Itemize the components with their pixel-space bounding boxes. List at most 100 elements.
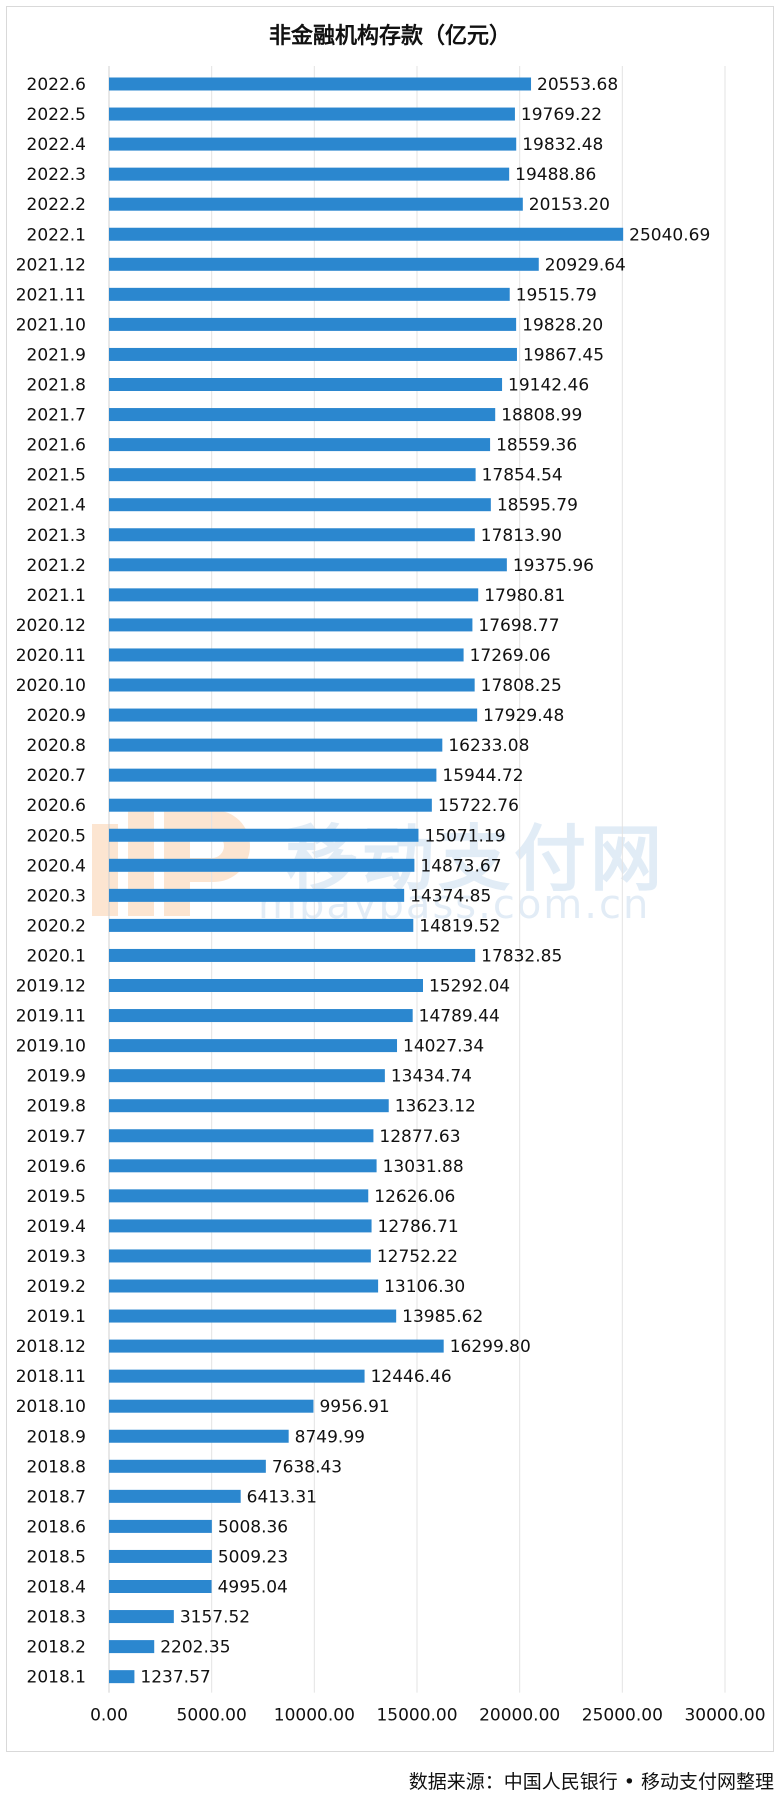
bar [109, 378, 503, 391]
category-label: 2021.9 [27, 345, 86, 365]
bar [109, 167, 510, 181]
category-label: 2020.7 [27, 766, 86, 786]
value-label: 17813.90 [481, 526, 562, 546]
source-note: 数据来源：中国人民银行 • 移动支付网整理 [408, 1771, 774, 1793]
value-label: 18559.36 [496, 436, 577, 456]
category-label: 2018.7 [27, 1487, 86, 1507]
value-label: 13106.30 [384, 1277, 465, 1297]
value-label: 14789.44 [419, 1007, 500, 1027]
value-label: 14819.52 [419, 916, 500, 936]
x-tick-label: 10000.00 [274, 1706, 355, 1726]
category-label: 2021.1 [27, 586, 86, 606]
value-label: 6413.31 [247, 1487, 317, 1507]
value-label: 7638.43 [272, 1457, 342, 1477]
category-label: 2019.1 [27, 1307, 86, 1327]
bar [109, 1219, 372, 1233]
category-label: 2022.6 [27, 75, 86, 95]
bar [109, 1369, 365, 1383]
bar [109, 1339, 444, 1353]
category-label: 2019.10 [16, 1037, 86, 1057]
bar [109, 948, 476, 962]
bar [109, 588, 479, 602]
bar [109, 1670, 135, 1684]
category-label: 2020.10 [16, 676, 86, 696]
category-label: 2019.7 [27, 1127, 86, 1147]
value-label: 12877.63 [379, 1127, 460, 1147]
category-label: 2018.2 [27, 1638, 86, 1658]
bar [109, 798, 432, 812]
category-label: 2021.10 [16, 315, 86, 335]
x-tick-label: 20000.00 [479, 1706, 560, 1726]
value-label: 19488.86 [515, 165, 596, 185]
value-label: 17854.54 [482, 466, 563, 486]
bar [109, 107, 515, 121]
bar [109, 1309, 397, 1323]
category-label: 2022.5 [27, 105, 86, 125]
bar [109, 197, 523, 211]
category-label: 2018.6 [27, 1517, 86, 1537]
value-label: 13985.62 [402, 1307, 483, 1327]
category-label: 2018.9 [27, 1427, 86, 1447]
bar [109, 1580, 212, 1593]
category-label: 2018.11 [16, 1367, 86, 1387]
value-label: 19515.79 [516, 285, 597, 305]
bar [109, 1009, 413, 1023]
value-label: 14374.85 [410, 886, 491, 906]
category-label: 2020.2 [27, 916, 86, 936]
bar [109, 1429, 289, 1443]
category-label: 2021.7 [27, 406, 86, 426]
value-label: 20553.68 [537, 75, 618, 95]
value-label: 15944.72 [442, 766, 523, 786]
value-label: 19769.22 [521, 105, 602, 125]
value-label: 19375.96 [513, 556, 594, 576]
bar [109, 137, 517, 151]
bars [109, 77, 624, 1684]
value-label: 1237.57 [140, 1668, 210, 1688]
category-labels: 2022.6 2022.5 2022.4 2022.3 2022.2 2022.1 2021… [16, 75, 86, 1688]
bar [109, 257, 539, 271]
category-label: 2021.8 [27, 376, 86, 396]
bar [109, 1640, 155, 1654]
bar [109, 558, 507, 572]
bar [109, 979, 423, 992]
chart-frame [6, 6, 774, 1752]
category-label: 2022.1 [27, 225, 86, 245]
category-label: 2020.3 [27, 886, 86, 906]
value-label: 19832.48 [522, 135, 603, 155]
bar [109, 768, 437, 782]
category-label: 2018.4 [27, 1578, 86, 1598]
value-label: 19828.20 [522, 315, 603, 335]
category-label: 2020.12 [16, 616, 86, 636]
category-label: 2019.3 [27, 1247, 86, 1267]
category-label: 2018.8 [27, 1457, 86, 1477]
bar [109, 738, 443, 752]
bar [109, 1610, 174, 1624]
value-label: 17808.25 [481, 676, 562, 696]
value-label: 12752.22 [377, 1247, 458, 1267]
bar [109, 648, 464, 662]
chart-title: 非金融机构存款（亿元） [268, 24, 511, 49]
value-label: 13031.88 [383, 1157, 464, 1177]
bar [109, 498, 491, 512]
value-label: 13623.12 [395, 1097, 476, 1117]
bar [109, 1129, 374, 1143]
category-label: 2018.10 [16, 1397, 86, 1417]
category-label: 2021.6 [27, 436, 86, 456]
bar [109, 408, 496, 422]
bar [109, 1069, 385, 1083]
bar [109, 77, 532, 91]
value-label: 5008.36 [218, 1517, 288, 1537]
value-label: 18808.99 [501, 406, 582, 426]
value-label: 9956.91 [319, 1397, 389, 1417]
bar [109, 468, 476, 482]
category-label: 2021.3 [27, 526, 86, 546]
bar [109, 1159, 377, 1173]
value-label: 17980.81 [484, 586, 565, 606]
bar [109, 528, 475, 542]
category-label: 2020.6 [27, 796, 86, 816]
value-label: 12446.46 [371, 1367, 452, 1387]
bar [109, 678, 475, 692]
category-label: 2019.11 [16, 1007, 86, 1027]
category-label: 2020.5 [27, 826, 86, 846]
bar [109, 1459, 266, 1473]
